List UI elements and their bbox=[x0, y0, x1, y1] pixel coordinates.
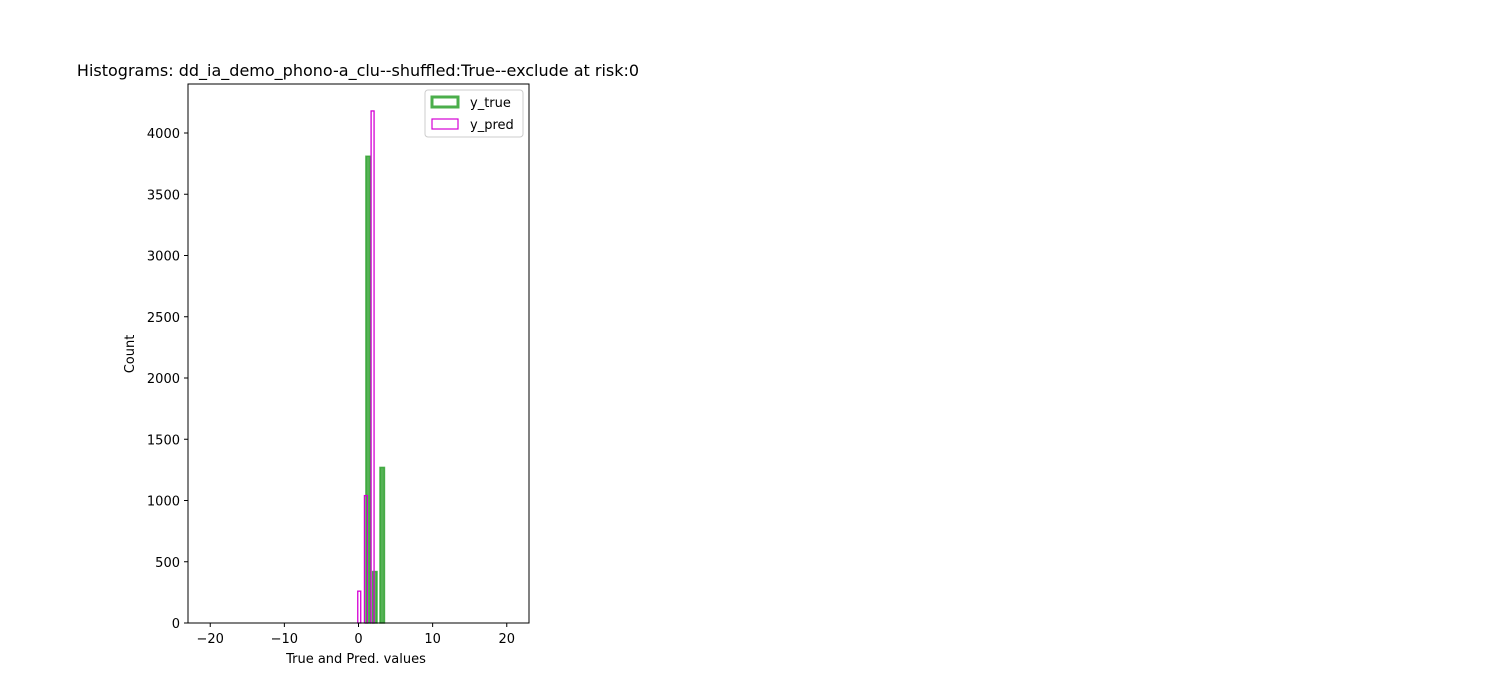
x-tick-label: 10 bbox=[424, 632, 441, 647]
bar-y-true-3 bbox=[379, 466, 386, 624]
plot-frame bbox=[187, 83, 530, 624]
y-axis-ticks: 0 500 1000 1500 2000 2500 3000 3500 4000 bbox=[147, 127, 188, 632]
x-axis-label: True and Pred. values bbox=[285, 652, 426, 667]
chart-title: Histograms: dd_ia_demo_phono-a_clu--shuf… bbox=[77, 61, 639, 81]
legend-label-y-true: y_true bbox=[470, 96, 511, 111]
bar-y-pred-0 bbox=[357, 590, 362, 624]
y-tick-label: 3000 bbox=[147, 250, 180, 265]
bar-y-true-1 bbox=[365, 155, 372, 624]
x-tick-label: 0 bbox=[354, 632, 362, 647]
legend-box bbox=[424, 89, 524, 138]
y-true-series bbox=[365, 155, 386, 624]
bar-y-pred-2 bbox=[370, 110, 375, 624]
y-tick-label: 0 bbox=[172, 617, 180, 632]
y-tick-label: 2000 bbox=[147, 372, 180, 387]
y-tick-label: 2500 bbox=[147, 311, 180, 326]
x-tick-label: −20 bbox=[197, 632, 224, 647]
legend-swatch-y-pred bbox=[431, 118, 459, 130]
x-tick-label: −10 bbox=[271, 632, 298, 647]
legend-swatch-y-true bbox=[430, 95, 460, 109]
x-axis-ticks: −20 −10 0 10 20 bbox=[197, 623, 515, 647]
legend: y_true y_pred bbox=[424, 89, 524, 138]
legend-label-y-pred: y_pred bbox=[470, 118, 514, 133]
y-tick-label: 4000 bbox=[147, 127, 180, 142]
y-tick-label: 500 bbox=[155, 556, 180, 571]
x-tick-label: 20 bbox=[498, 632, 515, 647]
y-tick-label: 1500 bbox=[147, 433, 180, 448]
y-axis-label: Count bbox=[123, 335, 138, 374]
bar-y-true-2 bbox=[371, 570, 378, 624]
y-tick-label: 1000 bbox=[147, 495, 180, 510]
y-tick-label: 3500 bbox=[147, 188, 180, 203]
